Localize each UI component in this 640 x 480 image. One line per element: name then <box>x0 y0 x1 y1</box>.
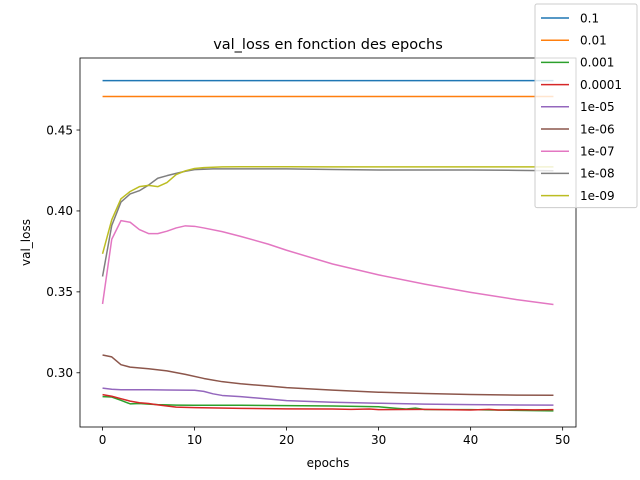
legend-label-3: 0.0001 <box>580 78 622 92</box>
y-tick-label: 0.35 <box>46 285 73 299</box>
legend: 0.1 0.01 0.001 0.0001 1e-05 1e-06 1e-07 1e-08 1e… <box>534 3 638 209</box>
series-line-8 <box>101 166 554 255</box>
x-tick-label: 30 <box>371 433 386 447</box>
legend-label-5: 1e-06 <box>580 122 615 136</box>
legend-label-0: 0.1 <box>580 11 599 25</box>
x-tick-label: 20 <box>279 433 294 447</box>
series-line-7 <box>101 168 554 277</box>
axes-frame <box>79 57 577 428</box>
y-tick-label: 0.30 <box>46 366 73 380</box>
legend-label-6: 1e-07 <box>580 145 615 159</box>
x-tick-label: 10 <box>187 433 202 447</box>
series-line-3 <box>102 393 554 411</box>
series-line-6 <box>101 219 554 306</box>
y-axis-label: val_loss <box>19 219 33 266</box>
legend-label-4: 1e-05 <box>580 100 615 114</box>
axes-layer: 0 10 20 30 40 50 0.30 0.35 0.40 0.45 <box>46 57 577 447</box>
legend-box <box>534 3 638 209</box>
x-axis-label: epochs <box>307 456 350 470</box>
y-tick-label: 0.45 <box>46 123 73 137</box>
chart-title: val_loss en fonction des epochs <box>213 37 443 53</box>
series-line-4 <box>102 387 554 406</box>
plot-area <box>80 58 576 427</box>
y-tick-label: 0.40 <box>46 204 73 218</box>
legend-label-2: 0.001 <box>580 56 614 70</box>
series-layer <box>101 79 554 412</box>
legend-label-1: 0.01 <box>580 34 607 48</box>
legend-label-7: 1e-08 <box>580 167 615 181</box>
x-tick-label: 40 <box>463 433 478 447</box>
series-line-5 <box>102 354 554 397</box>
x-tick-label: 0 <box>99 433 107 447</box>
x-tick-label: 50 <box>555 433 570 447</box>
legend-label-8: 1e-09 <box>580 189 615 203</box>
